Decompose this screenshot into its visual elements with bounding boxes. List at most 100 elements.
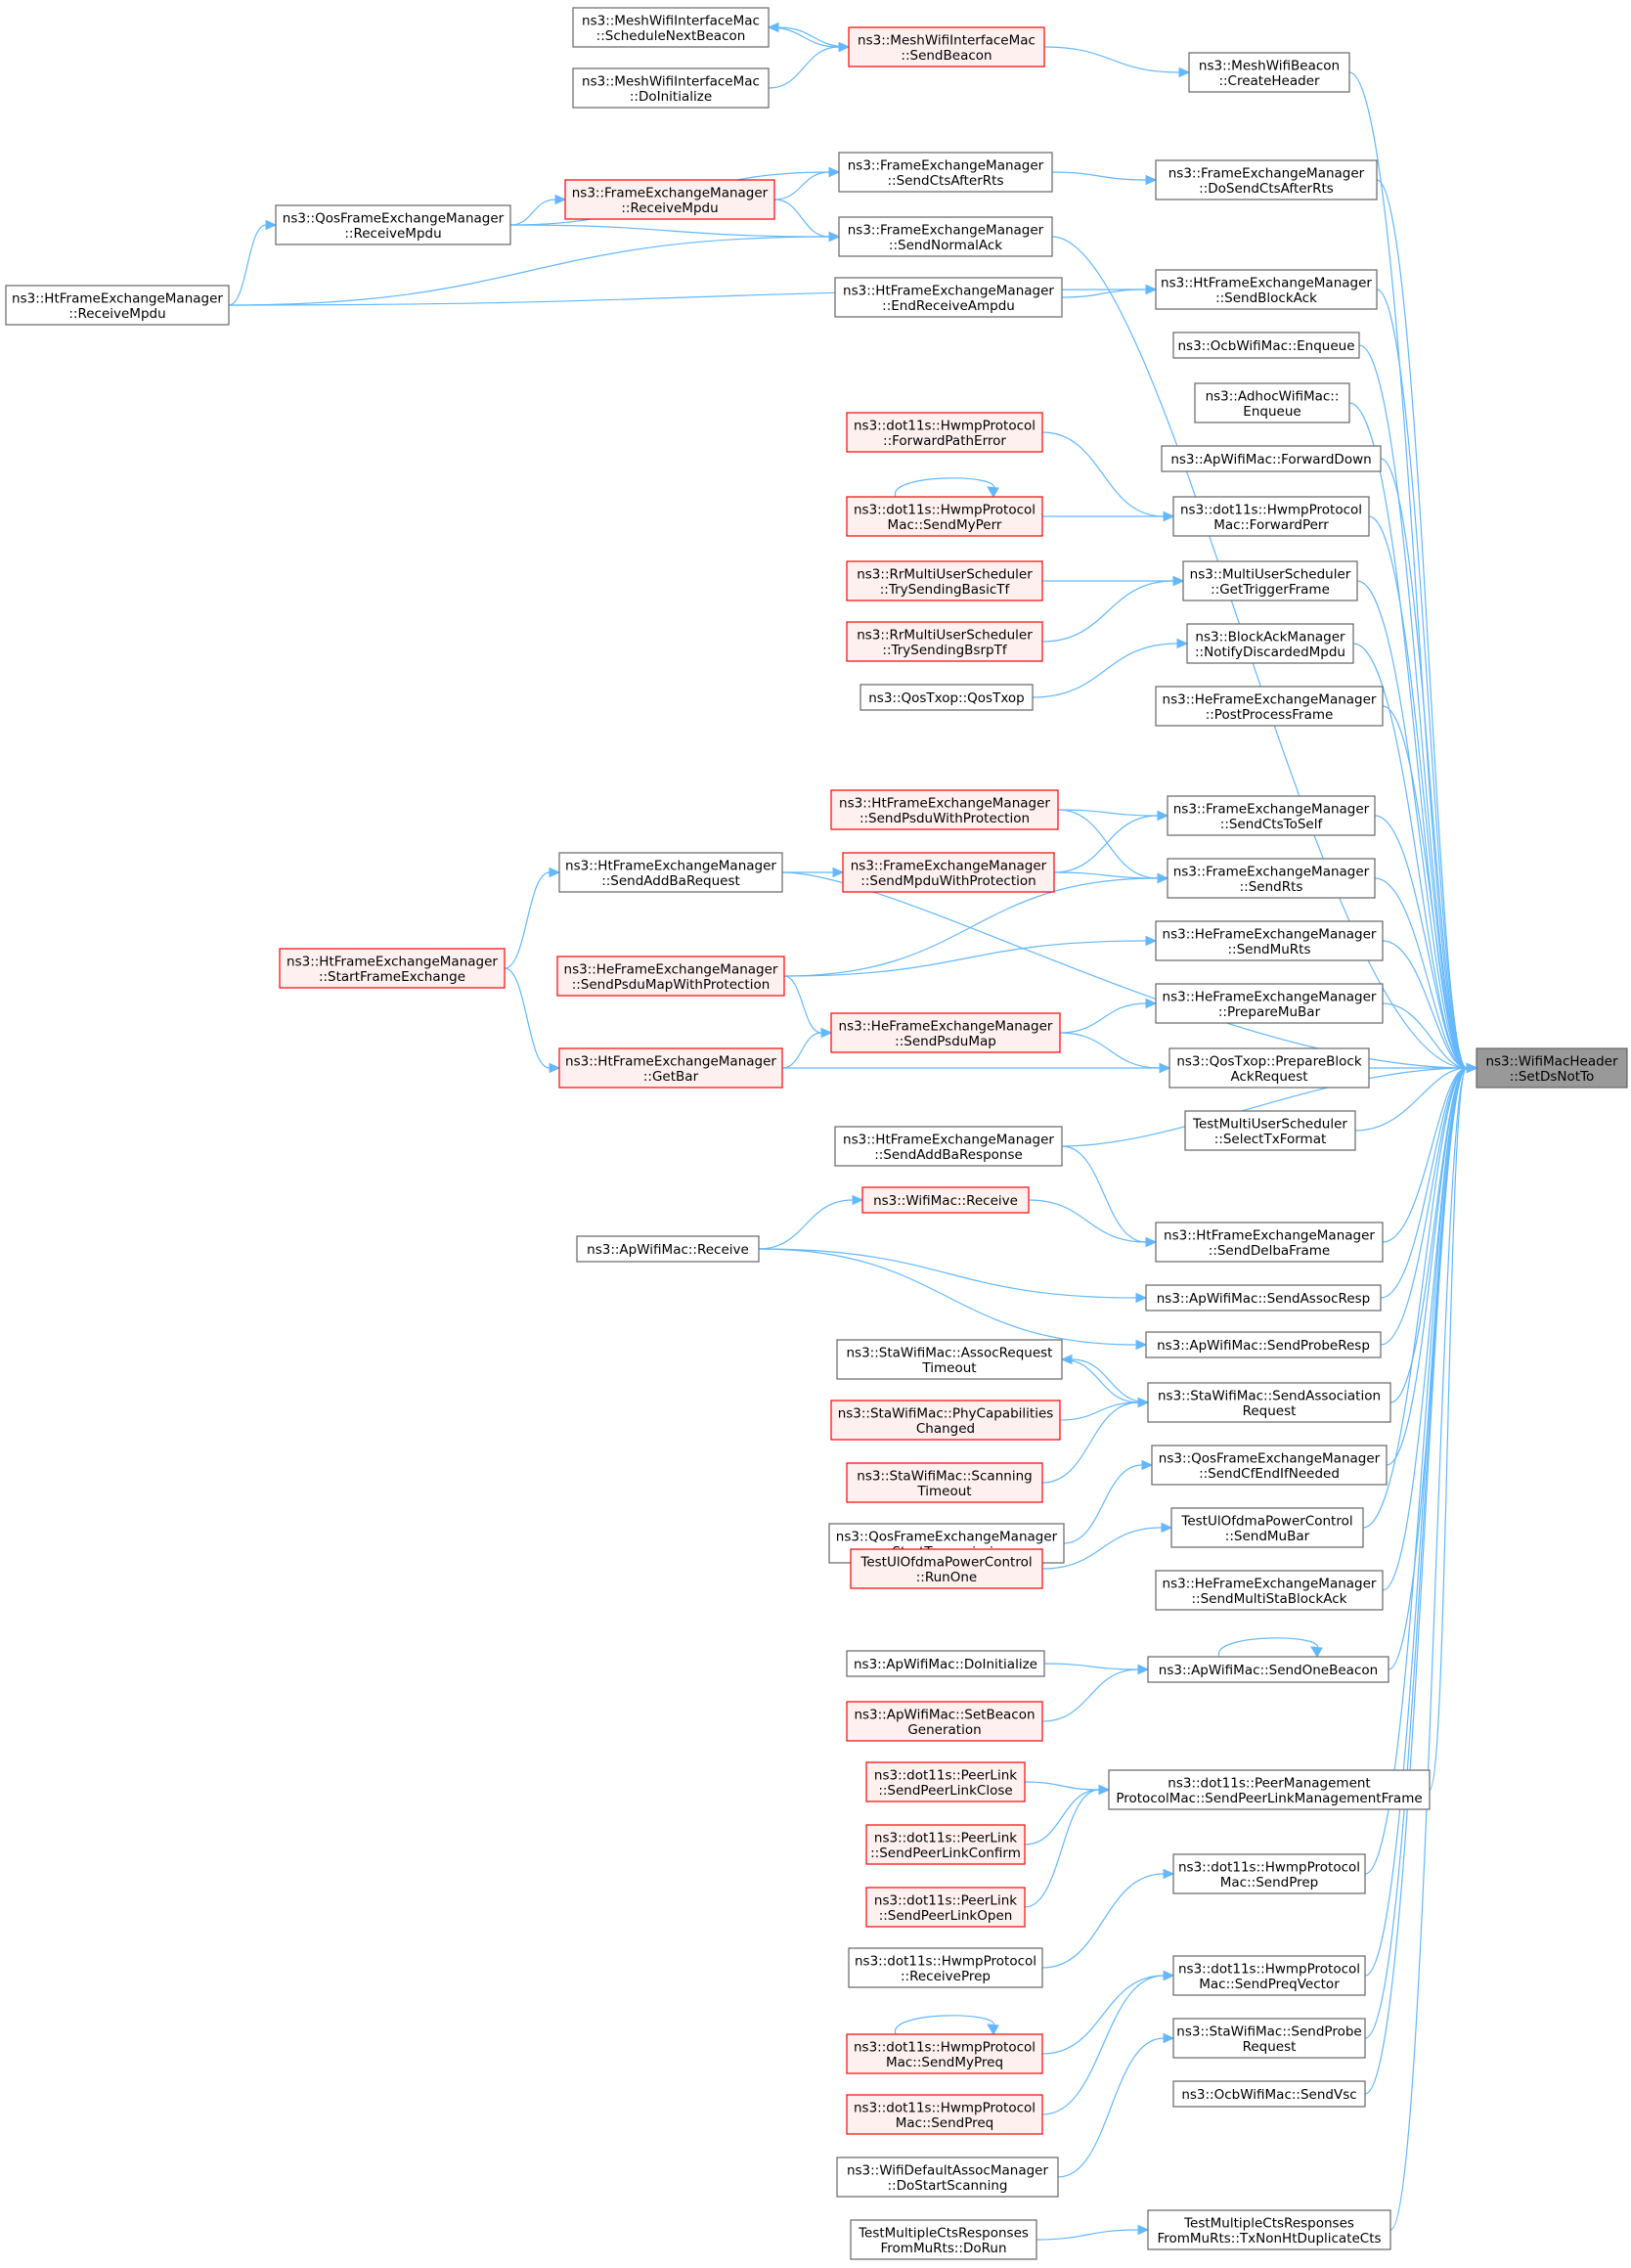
node-schedNextBeacon[interactable]: ns3::MeshWifiInterfaceMac::ScheduleNextB… — [572, 7, 770, 48]
node-notifyDiscarded[interactable]: ns3::BlockAckManager::NotifyDiscardedMpd… — [1186, 623, 1354, 664]
node-sendPsduWithProt[interactable]: ns3::HtFrameExchangeManager::SendPsduWit… — [830, 789, 1059, 830]
node-fwdPerr[interactable]: ns3::dot11s::HwmpProtocolMac::ForwardPer… — [1172, 496, 1370, 537]
node-postProcess[interactable]: ns3::HeFrameExchangeManager::PostProcess… — [1155, 686, 1384, 727]
edge-sendProbeReq-to-root — [1364, 1062, 1478, 2039]
node-label: ::PrepareMuBar — [1218, 1004, 1321, 1020]
edge-apFwdDown-to-root — [1380, 458, 1478, 1074]
node-doInitMesh[interactable]: ns3::MeshWifiInterfaceMac::DoInitialize — [572, 67, 770, 109]
node-label: ns3::dot11s::HwmpProtocol — [854, 2100, 1036, 2115]
node-label: Request — [1243, 1403, 1297, 1419]
node-testSelectTx[interactable]: TestMultiUserScheduler::SelectTxFormat — [1184, 1110, 1356, 1151]
node-label: FromMuRts::TxNonHtDuplicateCts — [1157, 2231, 1381, 2246]
node-plConfirm[interactable]: ns3::dot11s::PeerLink::SendPeerLinkConfi… — [865, 1824, 1026, 1865]
node-sendAssocResp[interactable]: ns3::ApWifiMac::SendAssocResp — [1145, 1284, 1382, 1312]
node-sendRts[interactable]: ns3::FrameExchangeManager::SendRts — [1167, 858, 1376, 899]
node-ocbSendVsc[interactable]: ns3::OcbWifiMac::SendVsc — [1172, 2080, 1366, 2108]
node-label: ns3::ApWifiMac::ForwardDown — [1170, 452, 1371, 467]
node-getTriggerFrame[interactable]: ns3::MultiUserScheduler::GetTriggerFrame — [1182, 560, 1358, 601]
node-sendOneBeacon[interactable]: ns3::ApWifiMac::SendOneBeacon — [1147, 1656, 1389, 1683]
edge-phyCapChanged-to-sendAssocReq — [1059, 1397, 1150, 1421]
node-label: ns3::FrameExchangeManager — [1168, 165, 1365, 181]
node-trySendBasicTf[interactable]: ns3::RrMultiUserScheduler::TrySendingBas… — [846, 560, 1043, 601]
node-sendAddBaReq[interactable]: ns3::HtFrameExchangeManager::SendAddBaRe… — [558, 852, 783, 893]
node-testRunOne[interactable]: TestUlOfdmaPowerControl::RunOne — [850, 1548, 1043, 1589]
node-ocbEnqueue[interactable]: ns3::OcbWifiMac::Enqueue — [1172, 332, 1360, 359]
node-doStartScan[interactable]: ns3::WifiDefaultAssocManager::DoStartSca… — [836, 2157, 1059, 2198]
node-endRecvAmpdu[interactable]: ns3::HtFrameExchangeManager::EndReceiveA… — [834, 277, 1063, 318]
node-recvPrep[interactable]: ns3::dot11s::HwmpProtocol::ReceivePrep — [848, 1947, 1043, 1988]
node-sendMultiSta[interactable]: ns3::HeFrameExchangeManager::SendMultiSt… — [1155, 1570, 1384, 1611]
node-label: ns3::FrameExchangeManager — [851, 858, 1047, 873]
node-plClose[interactable]: ns3::dot11s::PeerLink::SendPeerLinkClose — [865, 1761, 1026, 1802]
node-adhocEnqueue[interactable]: ns3::AdhocWifiMac::Enqueue — [1194, 382, 1350, 423]
node-sendDelba[interactable]: ns3::HtFrameExchangeManager::SendDelbaFr… — [1155, 1222, 1384, 1263]
node-label: ::StartFrameExchange — [319, 969, 465, 985]
node-qosRecvMpdu[interactable]: ns3::QosFrameExchangeManager::ReceiveMpd… — [275, 204, 511, 245]
node-apFwdDown[interactable]: ns3::ApWifiMac::ForwardDown — [1161, 445, 1382, 472]
node-label: ns3::ApWifiMac::SendProbeResp — [1157, 1338, 1370, 1354]
node-pmpSend[interactable]: ns3::dot11s::PeerManagementProtocolMac::… — [1108, 1769, 1431, 1810]
node-label: ::SendNormalAck — [889, 238, 1002, 253]
node-label: ns3::WifiMac::Receive — [873, 1193, 1018, 1209]
node-sendProbeResp[interactable]: ns3::ApWifiMac::SendProbeResp — [1145, 1331, 1382, 1358]
node-root[interactable]: ns3::WifiMacHeader::SetDsNotTo — [1476, 1047, 1628, 1089]
node-sendCfEnd[interactable]: ns3::QosFrameExchangeManager::SendCfEndI… — [1151, 1445, 1388, 1486]
node-label: ns3::HeFrameExchangeManager — [1163, 1576, 1377, 1591]
node-startFrameExch[interactable]: ns3::HtFrameExchangeManager::StartFrameE… — [279, 948, 506, 989]
edge-sendBlockAck-to-root — [1376, 289, 1478, 1074]
node-doSendCtsAfterRts[interactable]: ns3::FrameExchangeManager::DoSendCtsAfte… — [1155, 159, 1378, 200]
node-label: ns3::FrameExchangeManager — [572, 185, 769, 200]
node-label: ns3::ApWifiMac::SetBeacon — [854, 1707, 1035, 1722]
node-sendBeacon[interactable]: ns3::MeshWifiInterfaceMac::SendBeacon — [848, 26, 1045, 67]
edge-plClose-to-pmpSend — [1024, 1781, 1111, 1796]
node-wifiMacRecv[interactable]: ns3::WifiMac::Receive — [861, 1186, 1030, 1214]
node-qosTxop[interactable]: ns3::QosTxop::QosTxop — [860, 684, 1034, 711]
node-label: ::SendPsduMapWithProtection — [572, 977, 771, 993]
node-fwdPathError[interactable]: ns3::dot11s::HwmpProtocol::ForwardPathEr… — [846, 412, 1043, 453]
node-label: ::SendPsduMap — [895, 1034, 996, 1049]
node-sendPsduMapWithProt[interactable]: ns3::HeFrameExchangeManager::SendPsduMap… — [556, 956, 785, 997]
node-label: ns3::HtFrameExchangeManager — [287, 954, 498, 969]
node-sendPreqVector[interactable]: ns3::dot11s::HwmpProtocolMac::SendPreqVe… — [1172, 1955, 1366, 1996]
node-htRecvMpdu[interactable]: ns3::HtFrameExchangeManager::ReceiveMpdu — [5, 285, 230, 326]
node-plOpen[interactable]: ns3::dot11s::PeerLink::SendPeerLinkOpen — [865, 1887, 1026, 1928]
node-createHeader[interactable]: ns3::MeshWifiBeacon::CreateHeader — [1188, 52, 1350, 93]
edge-qosRecvMpdu-to-sendNormalAck — [509, 224, 841, 243]
node-testSendMuBar[interactable]: TestUlOfdmaPowerControl::SendMuBar — [1170, 1507, 1364, 1548]
node-trySendBsrpTf[interactable]: ns3::RrMultiUserScheduler::TrySendingBsr… — [846, 621, 1043, 662]
edge-htRecvMpdu-to-qosRecvMpdu — [228, 219, 278, 306]
node-sendAddBaResp[interactable]: ns3::HtFrameExchangeManager::SendAddBaRe… — [834, 1126, 1063, 1167]
node-sendPsduMap[interactable]: ns3::HeFrameExchangeManager::SendPsduMap — [830, 1012, 1061, 1053]
node-label: ns3::FrameExchangeManager — [1173, 864, 1370, 879]
node-sendMuRts[interactable]: ns3::HeFrameExchangeManager::SendMuRts — [1155, 920, 1384, 961]
node-apRecv[interactable]: ns3::ApWifiMac::Receive — [576, 1235, 760, 1263]
node-sendCtsToSelf[interactable]: ns3::FrameExchangeManager::SendCtsToSelf — [1167, 795, 1376, 836]
node-prepareMuBar[interactable]: ns3::HeFrameExchangeManager::PrepareMuBa… — [1155, 983, 1384, 1024]
node-getBar[interactable]: ns3::HtFrameExchangeManager::GetBar — [558, 1047, 783, 1089]
node-label: Changed — [916, 1421, 975, 1437]
node-femRecvMpdu[interactable]: ns3::FrameExchangeManager::ReceiveMpdu — [564, 179, 775, 220]
edge-qosTxop-to-notifyDiscarded — [1032, 638, 1189, 698]
node-sendMpduWithProt[interactable]: ns3::FrameExchangeManager::SendMpduWithP… — [842, 852, 1055, 893]
node-ctsTxNonHt[interactable]: TestMultipleCtsResponsesFromMuRts::TxNon… — [1147, 2209, 1391, 2250]
node-sendBlockAck[interactable]: ns3::HtFrameExchangeManager::SendBlockAc… — [1155, 269, 1378, 310]
edge-sendPsduMapWithProt-to-sendRts — [783, 872, 1169, 977]
node-label: ns3::MeshWifiInterfaceMac — [582, 13, 760, 28]
edge-sendPsduMap-to-prepareMuBar — [1059, 998, 1158, 1034]
edge-postProcess-to-root — [1382, 705, 1478, 1074]
node-sendCtsAfterRts[interactable]: ns3::FrameExchangeManager::SendCtsAfterR… — [838, 152, 1053, 193]
node-sendNormalAck[interactable]: ns3::FrameExchangeManager::SendNormalAck — [838, 216, 1053, 257]
node-apDoInit[interactable]: ns3::ApWifiMac::DoInitialize — [846, 1650, 1045, 1677]
